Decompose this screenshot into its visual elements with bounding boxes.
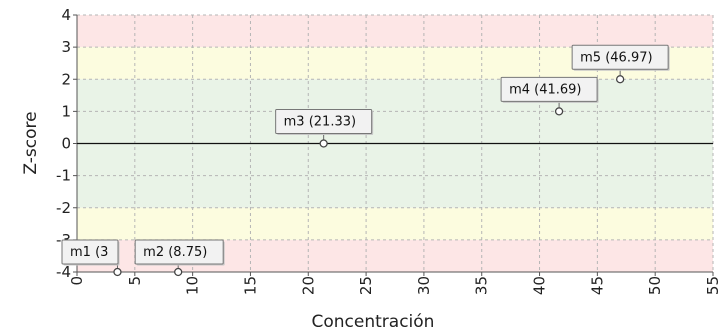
x-tick-label: 55 <box>704 276 722 295</box>
callout-label-m4: m4 (41.69) <box>509 82 581 97</box>
point-group-m3: m3 (21.33) <box>275 109 374 148</box>
callout-box-m5 <box>571 44 669 70</box>
callout-box-m2 <box>134 239 224 265</box>
x-tick-label: 50 <box>646 276 664 295</box>
x-tick-label: 10 <box>184 276 202 295</box>
y-tick-label: -1 <box>56 167 71 185</box>
data-points: m1 (3 m2 (8.75) m3 (21.33) m4 (41.69) m5 (46… <box>61 44 670 277</box>
callout-box-m3 <box>275 109 373 134</box>
point-marker-m1 <box>113 267 122 277</box>
x-tick-label: 0 <box>68 276 86 286</box>
point-group-m5: m5 (46.97) <box>571 44 670 84</box>
callout-label-m2: m2 (8.75) <box>143 245 207 260</box>
y-axis-title: Z-score <box>21 111 41 174</box>
callout-box-m1 <box>61 239 119 265</box>
point-marker-m5 <box>615 75 625 84</box>
y-tick-label: -2 <box>56 199 71 217</box>
x-tick-label: 20 <box>299 276 317 295</box>
point-group-m1: m1 (3 <box>61 239 122 277</box>
zone-band-3 <box>77 207 713 240</box>
point-marker-m3 <box>319 139 328 148</box>
point-marker-m4 <box>554 107 564 116</box>
callout-box-m4 <box>500 76 598 102</box>
x-tick-labels: 0 5 10 15 20 25 30 35 40 45 50 55 <box>68 276 722 295</box>
x-tick-label: 30 <box>415 276 433 295</box>
point-group-m4: m4 (41.69) <box>500 76 599 116</box>
x-tick-label: 40 <box>531 276 549 295</box>
y-tick-label: 3 <box>61 38 71 56</box>
y-tick-label: -4 <box>56 263 71 281</box>
y-tick-label: 1 <box>61 102 71 120</box>
x-tick-label: 15 <box>241 276 259 295</box>
y-tick-label: 4 <box>61 6 71 24</box>
x-axis-title: Concentración <box>312 312 435 332</box>
x-tick-label: 45 <box>588 276 606 295</box>
x-tick-label: 25 <box>357 276 375 295</box>
y-tick-label: 2 <box>61 70 71 88</box>
x-tick-label: 35 <box>473 276 491 295</box>
zone-band-0 <box>77 15 713 48</box>
callout-label-m5: m5 (46.97) <box>580 50 652 65</box>
callout-label-m3: m3 (21.33) <box>284 115 356 130</box>
point-marker-m2 <box>174 267 183 277</box>
y-tick-label: 0 <box>61 135 71 153</box>
axes <box>73 14 714 276</box>
callout-label-m1: m1 (3 <box>70 245 108 260</box>
point-group-m2: m2 (8.75) <box>134 239 225 277</box>
x-tick-label: 5 <box>126 276 144 286</box>
